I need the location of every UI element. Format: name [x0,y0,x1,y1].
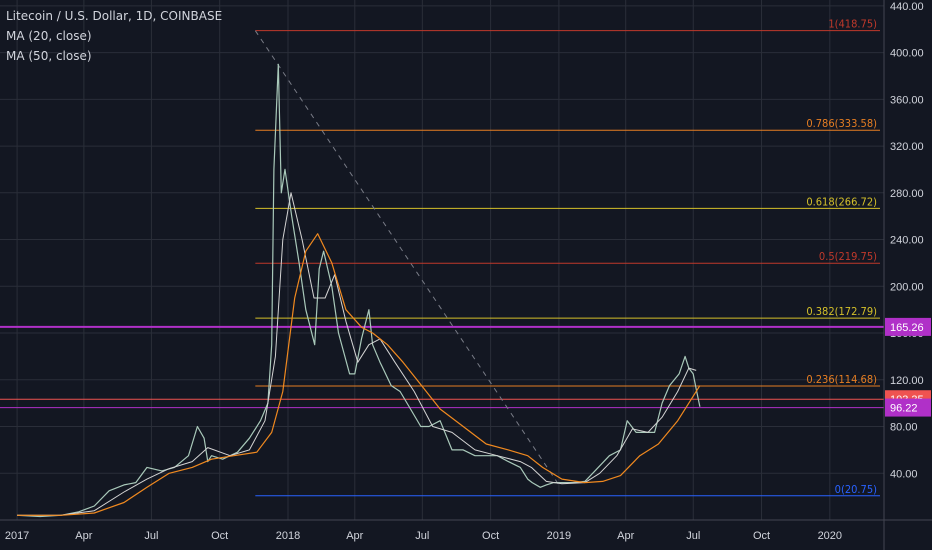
time-tick-label: Oct [482,530,499,542]
time-tick-label: Jul [415,530,429,542]
price-badges: 165.26103.3596.22 [885,317,931,417]
ma20-line [17,192,697,516]
fib-level-label: 0.236(114.68) [806,373,877,386]
time-tick-label: 2019 [547,530,571,542]
time-tick-label: Apr [346,530,363,542]
ma20-legend[interactable]: MA (20, close) [6,29,92,43]
time-tick-label: 2020 [818,530,842,542]
price-tick-label: 280.00 [890,188,924,200]
ma50-legend[interactable]: MA (50, close) [6,49,92,63]
price-tick-label: 440.00 [890,1,924,13]
time-tick-label: Apr [75,530,92,542]
price-tick-label: 360.00 [890,94,924,106]
price-line [17,63,701,518]
fibonacci-retracement[interactable]: 1(418.75) 0.786(333.58) 0.618(266.72) 0.5(2… [255,18,880,497]
time-tick-label: Jul [686,530,700,542]
fib-level-label: 0.5(219.75) [819,250,877,263]
price-tick-label: 120.00 [890,375,924,387]
dashed-trend-line [254,30,560,486]
price-badge-label: 96.22 [890,403,918,415]
fib-level-label: 0.618(266.72) [806,195,877,208]
price-tick-label: 200.00 [890,281,924,293]
time-tick-label: Oct [753,530,770,542]
fib-level-label: 0.786(333.58) [806,117,877,130]
price-tick-label: 240.00 [890,235,924,247]
fib-level-label: 1(418.75) [828,18,877,31]
legend: Litecoin / U.S. Dollar, 1D, COINBASE MA … [6,6,222,66]
horizontal-lines[interactable] [0,325,884,409]
price-badge [885,398,931,417]
time-tick-label: Jul [144,530,158,542]
price-badge-label: 165.26 [890,322,924,334]
price-series [17,63,701,518]
time-tick-label: Apr [617,530,634,542]
trend-line[interactable] [254,30,560,486]
fib-level-label: 0(20.75) [835,483,877,496]
price-tick-label: 320.00 [890,141,924,153]
price-tick-label: 40.00 [890,468,918,480]
time-tick-label: 2018 [276,530,300,542]
time-axis[interactable]: 2017 Apr Jul Oct 2018 Apr Jul Oct 2019 Apr Jul Oct 2… [0,519,932,542]
price-badge [885,317,931,336]
price-tick-label: 400.00 [890,48,924,60]
ma50-line [17,233,701,516]
price-tick-label: 80.00 [890,422,918,434]
symbol-title[interactable]: Litecoin / U.S. Dollar, 1D, COINBASE [6,9,223,23]
time-tick-label: Oct [211,530,228,542]
fib-level-label: 0.382(172.79) [806,305,877,318]
time-tick-label: 2017 [5,530,29,542]
